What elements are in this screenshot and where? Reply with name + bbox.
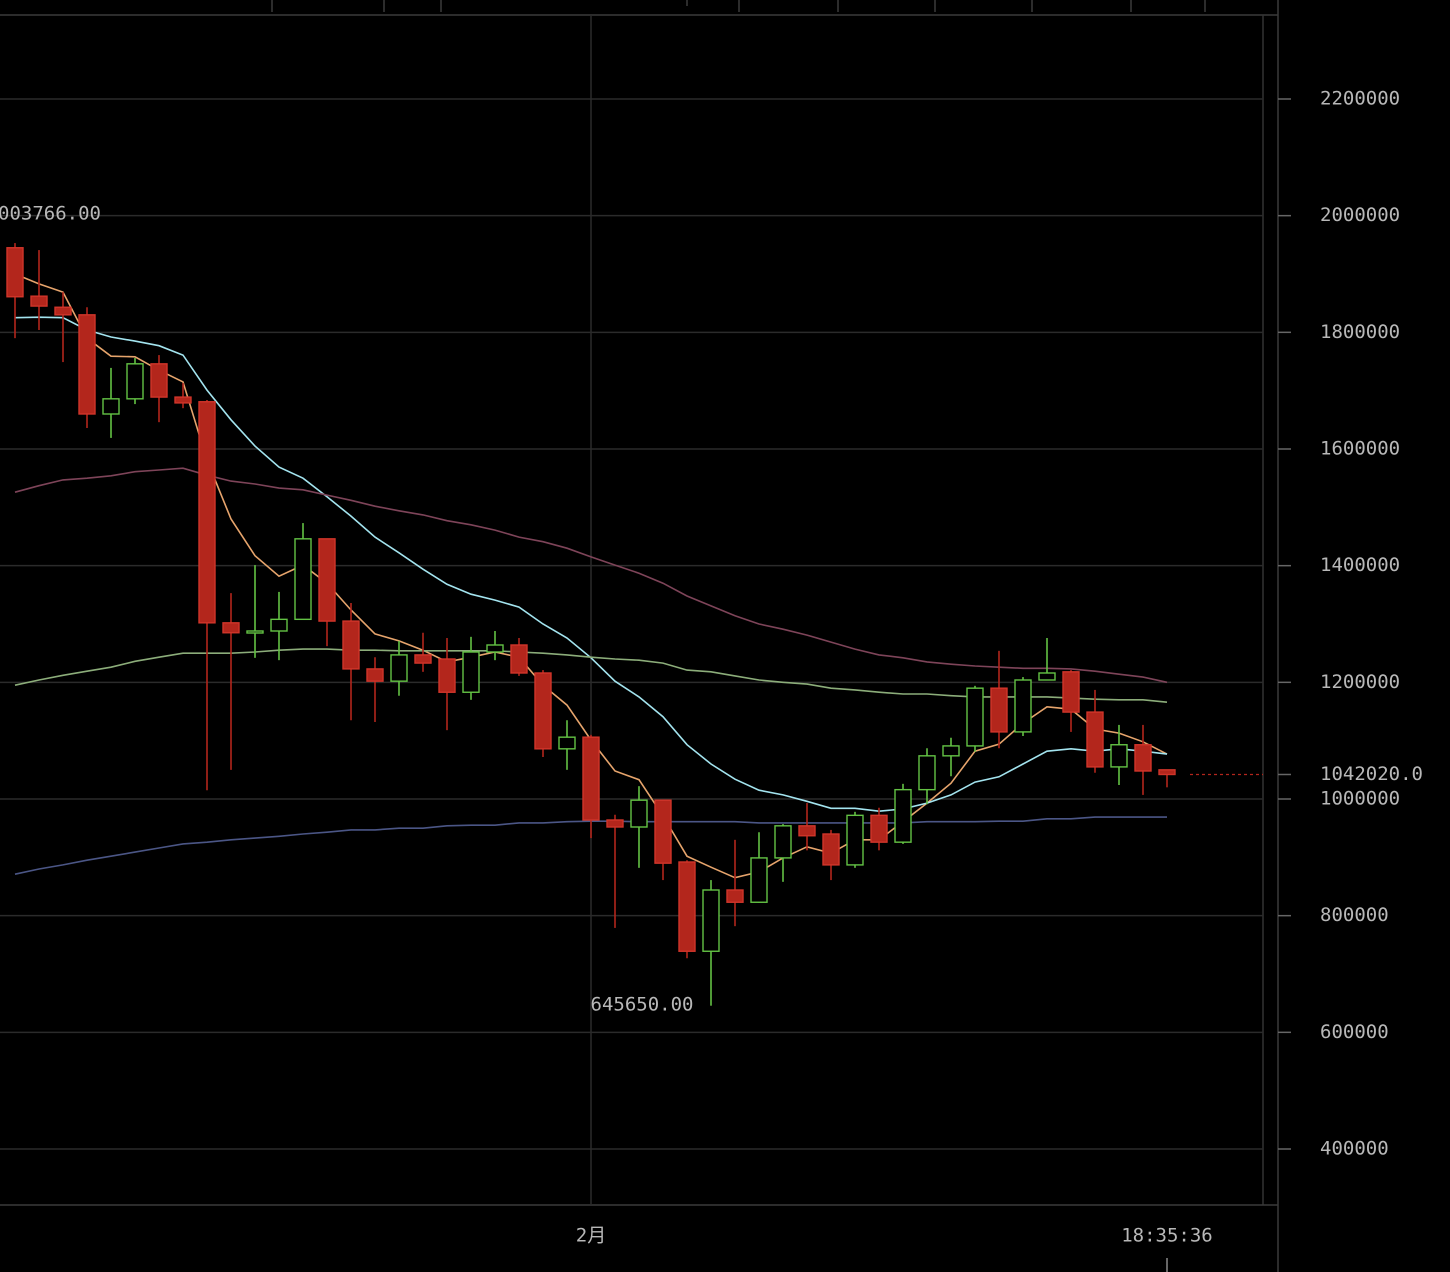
candle-body	[486, 644, 504, 653]
candle-body	[774, 825, 792, 859]
candle-body	[246, 630, 264, 634]
candle-body	[342, 620, 360, 670]
candle-body	[582, 736, 600, 821]
candle-body	[726, 889, 744, 903]
y-tick-label: 600000	[1320, 1021, 1389, 1043]
candle-body	[798, 825, 816, 837]
candle-body	[1062, 671, 1080, 713]
candle-body	[126, 363, 144, 400]
candle-body	[390, 654, 408, 682]
y-tick-label: 1800000	[1320, 321, 1400, 343]
y-tick-label: 1400000	[1320, 554, 1400, 576]
candle-body	[918, 755, 936, 791]
time-label: 18:35:36	[1121, 1225, 1213, 1247]
candle-body	[54, 306, 72, 316]
candle-body	[150, 363, 168, 398]
candle-body	[222, 622, 240, 634]
candle-body	[174, 396, 192, 404]
candle-body	[942, 745, 960, 757]
candle-body	[1086, 711, 1104, 768]
high-annotation: 003766.00	[0, 203, 101, 225]
candle-body	[870, 814, 888, 843]
candle-body	[894, 788, 912, 843]
candle-body	[534, 672, 552, 750]
candle-body	[822, 833, 840, 866]
candle-body	[270, 618, 288, 632]
candle-body	[606, 819, 624, 828]
candle-body	[966, 687, 984, 747]
candle-body	[30, 295, 48, 307]
candle-body	[1014, 679, 1032, 733]
candle-body	[78, 314, 96, 415]
candle-body	[102, 398, 120, 415]
candle-body	[1110, 744, 1128, 768]
price-label: 1042020.0	[1320, 763, 1423, 785]
candle-body	[438, 658, 456, 693]
candle-body	[6, 247, 24, 298]
candle-body	[630, 799, 648, 828]
candle-body	[1158, 769, 1176, 776]
candle-body	[558, 736, 576, 750]
candle-body	[510, 644, 528, 674]
top-strip	[0, 0, 1278, 16]
y-tick-label: 2000000	[1320, 204, 1400, 226]
candle-body	[318, 538, 336, 622]
candle-body	[846, 814, 864, 866]
candle-body	[678, 861, 696, 952]
candle-body	[750, 857, 768, 903]
candles	[6, 243, 1176, 1006]
candle-body	[1134, 744, 1152, 772]
price-label-bg	[1300, 761, 1450, 788]
x-tick-label: 2月	[576, 1225, 606, 1247]
y-tick-label: 2200000	[1320, 87, 1400, 109]
candle-body	[198, 401, 216, 624]
candle-body	[414, 654, 432, 664]
y-tick-label: 1000000	[1320, 787, 1400, 809]
candle-body	[654, 799, 672, 864]
candle-body	[294, 538, 312, 621]
candle-body	[366, 668, 384, 682]
y-tick-label: 400000	[1320, 1137, 1389, 1159]
low-annotation: 645650.00	[591, 994, 694, 1016]
candle-body	[990, 687, 1008, 733]
candle-body	[462, 651, 480, 693]
labels: 400000 600000 800000 1000000 1200000 1400000 1…	[0, 87, 1450, 1247]
y-tick-label: 1200000	[1320, 671, 1400, 693]
y-tick-label: 1600000	[1320, 437, 1400, 459]
y-tick-label: 800000	[1320, 904, 1389, 926]
candle-body	[702, 889, 720, 952]
candle-body	[1038, 672, 1056, 681]
